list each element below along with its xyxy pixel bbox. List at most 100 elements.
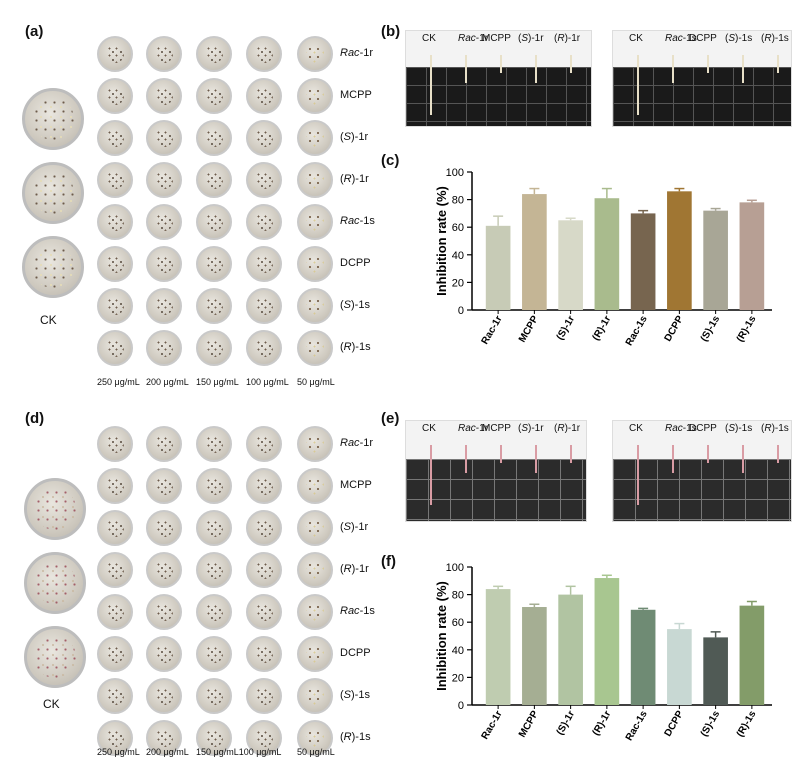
bar: [522, 194, 547, 310]
seedling: [777, 55, 779, 73]
row-label-prefix: MCPP: [340, 89, 372, 101]
photo-label: DCPP: [689, 423, 717, 434]
x-tick-label: (R)-1s: [735, 314, 759, 344]
x-tick-label: (R)-1r: [591, 709, 614, 738]
petri-dish: [246, 36, 282, 72]
photo-label-suffix: )-1r: [528, 423, 544, 434]
petri-dish: [196, 246, 232, 282]
petri-dish: [146, 330, 182, 366]
photo-label-prefix: CK: [629, 423, 643, 434]
photo-label-prefix: CK: [422, 423, 436, 434]
seedling: [672, 445, 674, 473]
x-tick-label: (S)-1r: [555, 314, 578, 342]
photo-label-suffix: -1r: [475, 33, 489, 44]
seedling: [742, 55, 744, 83]
photo-label: Rac-1r: [458, 33, 488, 44]
petri-dish: [246, 594, 282, 630]
petri-dish: [97, 720, 133, 756]
x-tick-label: (R)-1r: [591, 314, 614, 343]
bar-chart-c: 0 20 40 60 80 100 Inhibition rate (%) Rac-1r MCP…: [434, 167, 772, 348]
x-tick-label: Rac-1r: [480, 709, 505, 742]
concentration-label: 250 μg/mL: [97, 747, 140, 757]
seedling: [465, 445, 467, 473]
row-label-italic: Rac: [340, 47, 360, 59]
seedling: [637, 55, 639, 115]
bar: [594, 578, 620, 705]
petri-dish: [246, 330, 282, 366]
seedling: [570, 55, 572, 73]
panel-label-e: (e): [381, 410, 400, 427]
row-label: Rac-1r: [340, 437, 373, 449]
x-tick-label: (S)-1s: [699, 709, 723, 739]
ck-dish-a-2: [22, 162, 84, 224]
row-label-italic: S: [343, 131, 352, 143]
row-label-suffix: )-1s: [351, 731, 371, 743]
petri-dish: [97, 120, 133, 156]
seedling: [500, 445, 502, 463]
photo-label: Rac-1r: [458, 423, 488, 434]
petri-dish: [146, 720, 182, 756]
petri-dish: [297, 78, 333, 114]
photo-label-suffix: )-1s: [771, 423, 789, 434]
row-label-italic: S: [343, 689, 352, 701]
bar: [703, 637, 728, 705]
row-label-suffix: )-1r: [351, 521, 369, 533]
row-label: Rac-1s: [340, 605, 375, 617]
x-tick-label: (S)-1r: [555, 709, 578, 737]
seedling: [672, 55, 674, 83]
petri-dish: [196, 288, 232, 324]
row-label: DCPP: [340, 257, 371, 269]
petri-dish: [297, 36, 333, 72]
concentration-label: 200 μg/mL: [146, 377, 189, 387]
row-label-italic: Rac: [340, 437, 360, 449]
photo-label: Rac-1s: [665, 423, 697, 434]
ck-dish-d-3: [24, 626, 86, 688]
petri-dish: [97, 288, 133, 324]
petri-dish: [146, 426, 182, 462]
row-label-prefix: (: [340, 131, 344, 143]
petri-dish: [297, 204, 333, 240]
row-label: (R)-1s: [340, 731, 371, 743]
ck-dish-d-1: [24, 478, 86, 540]
petri-dish: [297, 120, 333, 156]
seedling-photo-e-left: CK Rac-1r MCPP (S)-1r (R)-1r: [405, 420, 587, 522]
seedling-photo-b-right: CK Rac-1s DCPP (S)-1s (R)-1s: [612, 30, 792, 127]
petri-dish: [246, 426, 282, 462]
row-label-suffix: )-1s: [351, 689, 370, 701]
seedling: [707, 55, 709, 73]
seedling-photo-b-left: CK Rac-1r MCPP (S)-1r (R)-1r: [405, 30, 592, 127]
petri-dish: [146, 120, 182, 156]
row-label-prefix: (: [340, 689, 344, 701]
y-tick-label: 80: [452, 590, 464, 602]
bar: [703, 210, 728, 310]
bar: [739, 605, 765, 705]
ck-dish-a-1: [22, 88, 84, 150]
petri-dish: [246, 510, 282, 546]
petri-dish: [97, 246, 133, 282]
photo-label: DCPP: [689, 33, 717, 44]
photo-label-italic: S: [521, 423, 529, 434]
petri-dish: [196, 468, 232, 504]
photo-label-italic: S: [728, 33, 736, 44]
seedling: [500, 55, 502, 73]
seedling: [430, 55, 432, 115]
ck-label-a: CK: [40, 313, 57, 327]
bar: [485, 589, 511, 705]
concentration-label: 250 μg/mL: [97, 377, 140, 387]
petri-dish: [297, 162, 333, 198]
row-label-suffix: -1r: [359, 47, 374, 59]
photo-label: (S)-1s: [725, 423, 752, 434]
petri-dish: [196, 510, 232, 546]
petri-dish: [297, 594, 333, 630]
row-label-italic: S: [343, 299, 352, 311]
y-tick-label: 0: [458, 305, 464, 317]
petri-dish: [297, 330, 333, 366]
y-tick-label: 60: [452, 222, 464, 234]
seedling: [742, 445, 744, 473]
concentration-label: 200 μg/mL: [146, 747, 189, 757]
photo-label-prefix: DCPP: [689, 423, 717, 434]
photo-label-italic: S: [521, 33, 529, 44]
panel-label-a: (a): [25, 23, 44, 40]
x-tick-label: MCPP: [517, 314, 541, 345]
petri-dish: [97, 678, 133, 714]
